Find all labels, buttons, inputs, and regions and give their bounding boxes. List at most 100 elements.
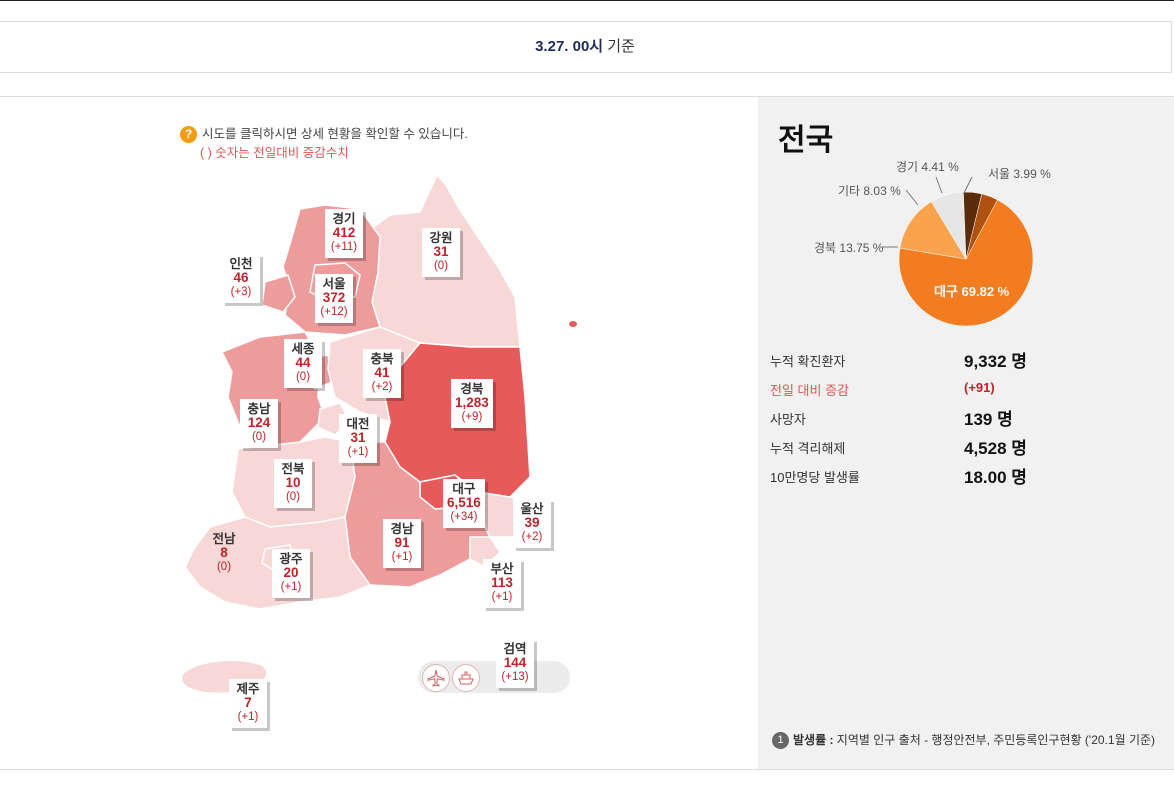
region-count: 113 <box>491 575 513 590</box>
korea-map <box>180 173 577 695</box>
region-label-chungbuk[interactable]: 충북 41 (+2) <box>363 349 401 398</box>
region-count: 6,516 <box>447 495 481 510</box>
footnote-title: 발생률 : <box>793 733 834 747</box>
region-name: 울산 <box>520 502 544 516</box>
region-label-incheon[interactable]: 인천 46 (+3) <box>222 254 260 303</box>
region-label-gyeongbuk[interactable]: 경북 1,283 (+9) <box>451 379 493 428</box>
pie-label-other: 기타 8.03 % <box>838 184 901 198</box>
region-count: 144 <box>503 655 527 670</box>
region-count: 8 <box>220 545 228 560</box>
region-name: 부산 <box>490 562 514 576</box>
stat-label: 10만명당 발생률 <box>770 470 860 485</box>
region-name: 검역 <box>503 642 527 656</box>
region-count: 124 <box>247 415 271 430</box>
region-name: 전북 <box>281 462 305 476</box>
region-name: 인천 <box>229 257 253 271</box>
top-border <box>0 0 1174 1</box>
region-delta: (0) <box>295 371 311 383</box>
region-label-gyeonggi[interactable]: 경기 412 (+11) <box>325 209 363 258</box>
region-delta: (+11) <box>330 241 358 253</box>
region-count: 20 <box>283 565 299 580</box>
stat-row-incidence: 10만명당 발생률 18.00 명 <box>770 461 1060 490</box>
footnote-text: 지역별 인구 출처 - 행정안전부, 주민등록인구현황 ('20.1월 기준) <box>833 733 1156 747</box>
region-count: 10 <box>285 475 301 490</box>
region-label-daejeon[interactable]: 대전 31 (+1) <box>339 414 377 463</box>
region-delta: (+2) <box>521 531 543 543</box>
region-shape-incheon[interactable] <box>261 274 296 313</box>
region-delta: (0) <box>216 561 232 573</box>
date-bar: 3.27. 00시 기준 <box>0 21 1172 73</box>
pie-slice-서울 <box>965 193 998 260</box>
stats-table: 누적 확진환자 9,332 명 전일 대비 증감 (+91) 사망자 139 명… <box>770 345 1060 490</box>
region-label-busan[interactable]: 부산 113 (+1) <box>483 559 521 608</box>
region-delta: (+9) <box>461 411 483 423</box>
region-name: 충북 <box>370 352 394 366</box>
pie-label-gyeonggi: 경기 4.41 % <box>896 160 959 174</box>
stat-value: 9,332 명 <box>964 352 1027 371</box>
region-name: 경남 <box>390 522 414 536</box>
region-count: 1,283 <box>455 395 489 410</box>
national-summary: 전국 경기 4.41 % 서울 3.99 % 기타 8.03 % 경북 13.7… <box>758 97 1174 769</box>
region-count: 31 <box>433 244 449 259</box>
pie-leader-line <box>963 176 973 194</box>
region-delta: (+13) <box>501 671 529 683</box>
region-delta: (+12) <box>320 306 348 318</box>
stat-label: 누적 확진환자 <box>770 354 846 369</box>
region-delta: (0) <box>251 431 267 443</box>
region-name: 서울 <box>322 277 346 291</box>
region-count: 91 <box>394 535 410 550</box>
pie-label-seoul: 서울 3.99 % <box>988 167 1051 181</box>
region-delta: (+1) <box>391 551 413 563</box>
region-label-chungnam[interactable]: 충남 124 (0) <box>240 399 278 448</box>
question-icon: ? <box>180 126 197 144</box>
footnote: 1 발생률 : 지역별 인구 출처 - 행정안전부, 주민등록인구현황 ('20.… <box>772 731 1156 750</box>
stat-row-daily-change: 전일 대비 증감 (+91) <box>770 374 1060 403</box>
region-delta: (+34) <box>450 511 478 523</box>
region-label-daegu[interactable]: 대구 6,516 (+34) <box>443 479 485 528</box>
stat-label: 누적 격리해제 <box>770 441 846 456</box>
region-label-seoul[interactable]: 서울 372 (+12) <box>315 274 353 323</box>
region-count: 31 <box>350 430 366 445</box>
date-value: 3.27. 00시 <box>535 38 604 55</box>
footnote-number-icon: 1 <box>772 732 789 750</box>
stat-value: 4,528 명 <box>964 439 1027 458</box>
pie-slice-경북 <box>899 201 967 260</box>
pie-label-gyeongbuk: 경북 13.75 % <box>814 241 884 255</box>
island-ulleungdo <box>569 321 577 327</box>
ship-icon[interactable] <box>452 664 480 692</box>
region-label-quarantine[interactable]: 검역 144 (+13) <box>496 639 534 688</box>
region-delta: (+1) <box>280 581 302 593</box>
region-label-ulsan[interactable]: 울산 39 (+2) <box>513 499 551 548</box>
region-name: 대전 <box>346 417 370 431</box>
stat-value: 139 명 <box>964 410 1013 429</box>
pie-leader-line <box>905 189 919 206</box>
region-label-gangwon[interactable]: 강원 31 (0) <box>422 228 460 277</box>
region-delta: (+1) <box>347 446 369 458</box>
airplane-icon[interactable] <box>422 664 450 692</box>
notice-line: ? 시도를 클릭하시면 상세 현황을 확인할 수 있습니다. <box>180 123 468 144</box>
stat-row-confirmed: 누적 확진환자 9,332 명 <box>770 345 1060 374</box>
notice-subtext: ( ) 숫자는 전일대비 증감수치 <box>200 146 349 160</box>
region-count: 44 <box>295 355 311 370</box>
region-count: 7 <box>244 695 252 710</box>
region-label-jeonnam[interactable]: 전남 8 (0) <box>205 529 243 578</box>
region-label-jeonbuk[interactable]: 전북 10 (0) <box>274 459 312 508</box>
region-label-gyeongnam[interactable]: 경남 91 (+1) <box>383 519 421 568</box>
summary-title: 전국 <box>778 124 834 157</box>
notice-text: 시도를 클릭하시면 상세 현황을 확인할 수 있습니다. <box>202 127 468 141</box>
region-name: 세종 <box>291 342 315 356</box>
region-name: 강원 <box>429 231 453 245</box>
region-count: 46 <box>233 270 249 285</box>
region-name: 전남 <box>212 532 236 546</box>
date-suffix: 기준 <box>603 38 635 55</box>
region-name: 대구 <box>452 482 476 496</box>
region-count: 41 <box>374 365 390 380</box>
region-label-sejong[interactable]: 세종 44 (0) <box>284 339 322 388</box>
region-delta: (0) <box>433 260 449 272</box>
stat-value: 18.00 명 <box>964 468 1027 487</box>
region-delta: (+2) <box>371 381 393 393</box>
map-area: ? 시도를 클릭하시면 상세 현황을 확인할 수 있습니다. ( ) 숫자는 전일… <box>0 97 758 769</box>
region-label-gwangju[interactable]: 광주 20 (+1) <box>272 549 310 598</box>
region-label-jeju[interactable]: 제주 7 (+1) <box>229 679 267 728</box>
region-name: 제주 <box>236 682 260 696</box>
